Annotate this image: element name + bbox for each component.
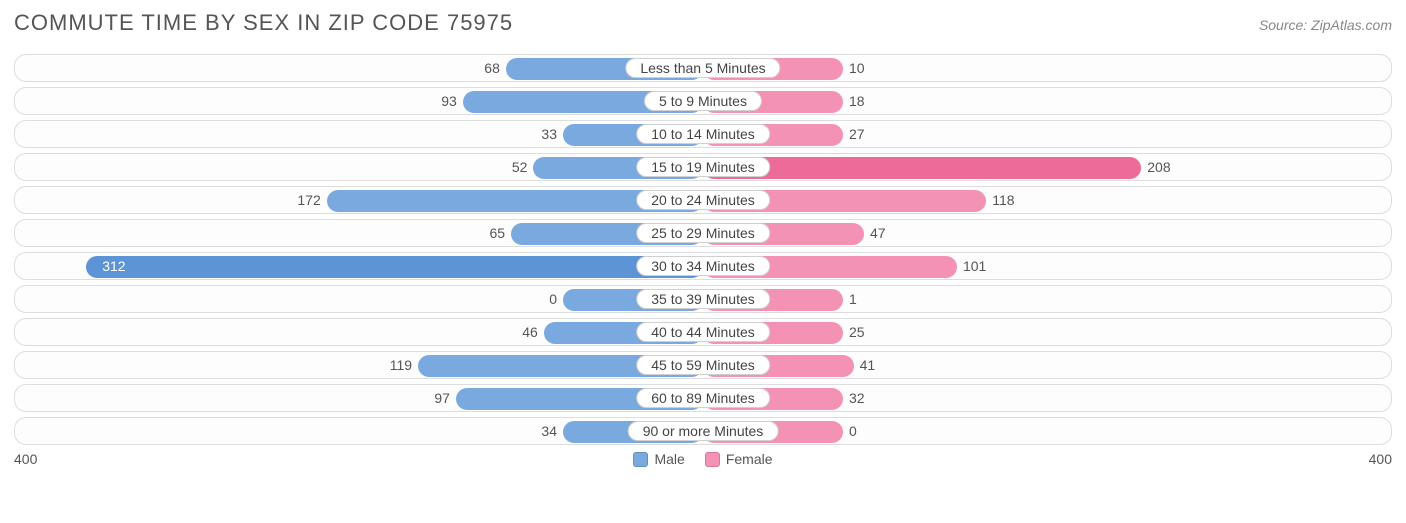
axis-row: 400 Male Female 400 (14, 451, 1392, 467)
male-value: 97 (434, 390, 450, 406)
bar-row: Less than 5 Minutes 68 10 (14, 54, 1392, 82)
female-value: 118 (992, 192, 1014, 208)
female-value: 27 (849, 126, 865, 142)
category-label: 15 to 19 Minutes (636, 157, 770, 177)
male-value: 172 (297, 192, 320, 208)
axis-left-max: 400 (14, 451, 37, 467)
category-label: 45 to 59 Minutes (636, 355, 770, 375)
female-value: 1 (849, 291, 857, 307)
category-label: 30 to 34 Minutes (636, 256, 770, 276)
male-value: 93 (441, 93, 457, 109)
bar-row: 40 to 44 Minutes 46 25 (14, 318, 1392, 346)
category-label: 25 to 29 Minutes (636, 223, 770, 243)
male-value: 65 (489, 225, 505, 241)
bar-row: 45 to 59 Minutes 119 41 (14, 351, 1392, 379)
male-value: 312 (102, 258, 125, 274)
category-label: 10 to 14 Minutes (636, 124, 770, 144)
category-label: Less than 5 Minutes (625, 58, 780, 78)
diverging-bar-chart: Less than 5 Minutes68105 to 9 Minutes931… (14, 54, 1392, 445)
category-label: 60 to 89 Minutes (636, 388, 770, 408)
legend-label-female: Female (726, 451, 773, 467)
category-label: 5 to 9 Minutes (644, 91, 762, 111)
legend-item-male: Male (633, 451, 684, 467)
bar-row: 60 to 89 Minutes 97 32 (14, 384, 1392, 412)
female-value: 47 (870, 225, 886, 241)
category-label: 35 to 39 Minutes (636, 289, 770, 309)
male-value: 119 (390, 357, 412, 373)
category-label: 20 to 24 Minutes (636, 190, 770, 210)
female-value: 18 (849, 93, 865, 109)
female-value: 25 (849, 324, 865, 340)
category-label: 40 to 44 Minutes (636, 322, 770, 342)
legend-swatch-female (705, 452, 720, 467)
male-value: 52 (512, 159, 528, 175)
legend-item-female: Female (705, 451, 773, 467)
bar-row: 25 to 29 Minutes 65 47 (14, 219, 1392, 247)
female-value: 32 (849, 390, 865, 406)
legend-swatch-male (633, 452, 648, 467)
male-value: 46 (522, 324, 538, 340)
male-value: 68 (484, 60, 500, 76)
female-value: 101 (963, 258, 986, 274)
bar-row: 35 to 39 Minutes 0 1 (14, 285, 1392, 313)
male-value: 0 (549, 291, 557, 307)
source-attribution: Source: ZipAtlas.com (1259, 17, 1392, 33)
bar-row: 30 to 34 Minutes 312 101 (14, 252, 1392, 280)
male-bar (86, 256, 703, 278)
bar-row: 20 to 24 Minutes 172 118 (14, 186, 1392, 214)
female-value: 41 (860, 357, 876, 373)
legend-label-male: Male (654, 451, 684, 467)
male-value: 34 (541, 423, 557, 439)
bar-row: 90 or more Minutes 34 0 (14, 417, 1392, 445)
category-label: 90 or more Minutes (628, 421, 779, 441)
bar-row: 15 to 19 Minutes 52 208 (14, 153, 1392, 181)
legend: Male Female (633, 451, 772, 467)
bar-row: 10 to 14 Minutes 33 27 (14, 120, 1392, 148)
chart-title: COMMUTE TIME BY SEX IN ZIP CODE 75975 (14, 10, 513, 36)
bar-row: 5 to 9 Minutes 93 18 (14, 87, 1392, 115)
female-value: 0 (849, 423, 857, 439)
axis-right-max: 400 (1369, 451, 1392, 467)
female-value: 10 (849, 60, 865, 76)
male-value: 33 (541, 126, 557, 142)
female-value: 208 (1147, 159, 1170, 175)
